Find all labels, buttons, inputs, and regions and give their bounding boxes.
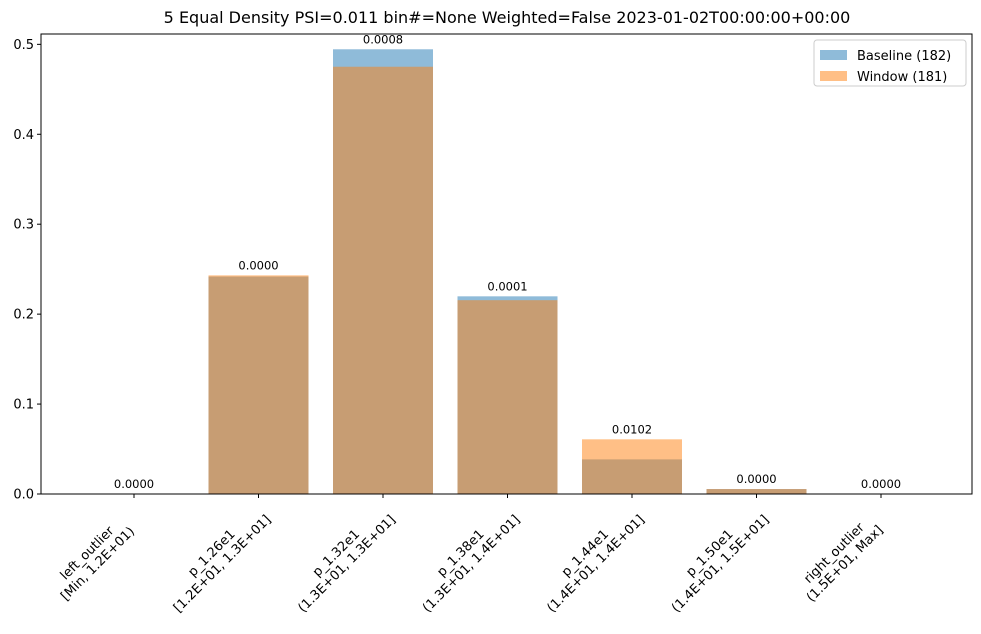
chart-legend: Baseline (182) Window (181) [813, 39, 967, 87]
bar-annotation-2: 0.0008 [363, 32, 403, 46]
chart-title: 5 Equal Density PSI=0.011 bin#=None Weig… [164, 8, 851, 27]
x-tick-label-6: right_outlier(1.5E+01, Max] [793, 512, 886, 605]
y-tick-label-2: 0.2 [13, 308, 34, 323]
x-tick-label-line: (1.3E+01, 1.3E+01] [295, 512, 398, 615]
y-tick-label-3: 0.3 [13, 218, 34, 233]
bar-window-3 [457, 300, 558, 494]
bar-window-2 [333, 66, 433, 494]
y-tick-label-1: 0.1 [13, 398, 34, 413]
x-tick-label-line: (1.3E+01, 1.4E+01] [420, 512, 523, 615]
x-tick-label-5: p_1.50e1(1.4E+01, 1.5E+01] [658, 502, 772, 616]
y-tick-label-4: 0.4 [13, 128, 34, 143]
legend-label-1: Window (181) [857, 70, 947, 85]
x-tick-label-3: p_1.38e1(1.3E+01, 1.4E+01] [409, 502, 523, 616]
y-tick-label-5: 0.5 [13, 38, 34, 53]
x-tick-label-line: [1.2E+01, 1.3E+01] [171, 512, 274, 615]
legend-label-0: Baseline (182) [857, 49, 951, 64]
bar-annotation-0: 0.0000 [114, 477, 154, 491]
x-tick-label-0: left_outlier[Min, 1.2E+01) [48, 514, 138, 604]
x-tick-label-line: (1.4E+01, 1.5E+01] [669, 512, 772, 615]
bar-annotation-3: 0.0001 [487, 279, 527, 293]
legend-swatch-1 [820, 71, 847, 81]
bar-annotation-6: 0.0000 [861, 477, 901, 491]
axes-frame [40, 33, 973, 495]
bar-window-1 [208, 275, 309, 494]
bar-window-4 [582, 439, 682, 494]
bar-annotation-1: 0.0000 [238, 258, 278, 272]
plot-area: 0.0 0.1 0.2 0.3 0.4 0.5 left_outlier[Min, 1.2E… [13, 32, 973, 616]
legend-box [813, 39, 967, 87]
x-tick-label-4: p_1.44e1(1.4E+01, 1.4E+01] [534, 502, 648, 616]
bar-annotation-5: 0.0000 [736, 472, 776, 486]
x-tick-label-2: p_1.32e1(1.3E+01, 1.3E+01] [285, 502, 399, 616]
legend-swatch-0 [820, 50, 847, 60]
x-tick-label-line: (1.4E+01, 1.4E+01] [544, 512, 647, 615]
bar-annotation-4: 0.0102 [612, 422, 652, 436]
y-tick-label-0: 0.0 [13, 488, 34, 503]
bar-window-5 [706, 489, 807, 494]
x-tick-label-1: p_1.26e1[1.2E+01, 1.3E+01] [160, 502, 274, 616]
